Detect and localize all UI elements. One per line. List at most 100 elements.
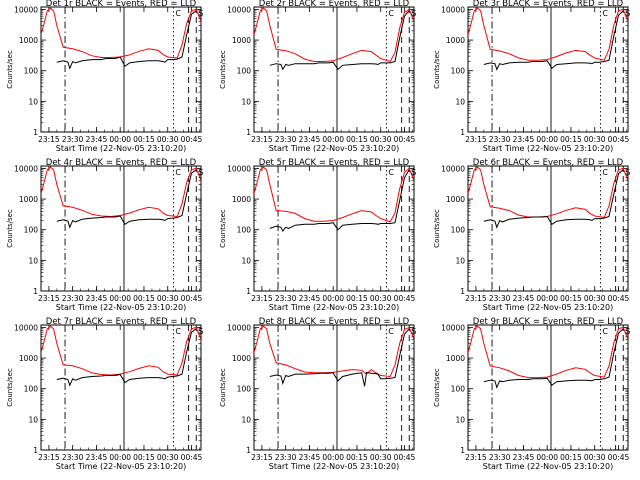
x-tick-label: 00:00 — [322, 294, 344, 303]
x-tick-label: 23:15 — [251, 294, 273, 303]
lld-rate-line — [254, 7, 414, 63]
lld-rate-line — [254, 325, 414, 378]
x-tick-label: 00:15 — [133, 453, 155, 462]
y-tick-label: 10 — [241, 97, 251, 106]
x-tick-label: 00:45 — [608, 135, 630, 144]
x-tick-label: 00:00 — [322, 453, 344, 462]
x-tick-label: 00:00 — [109, 453, 131, 462]
x-tick-label: 23:15 — [38, 294, 60, 303]
x-tick-label: 00:00 — [536, 453, 558, 462]
marker-label: C — [388, 168, 394, 177]
x-tick-label: 00:45 — [181, 135, 203, 144]
y-tick-label: 1 — [33, 446, 38, 455]
marker-label: C — [602, 327, 608, 336]
y-tick-label: 1000 — [232, 354, 251, 363]
y-tick-label: 100 — [237, 67, 252, 76]
x-tick-label: 00:45 — [608, 453, 630, 462]
detector-panel: Det 7r BLACK = Events, RED = LLD 1 10 100 10… — [6, 317, 203, 471]
y-tick-label: 100 — [451, 226, 466, 235]
y-axis-label: Counts/sec — [219, 368, 227, 407]
y-tick-label: 100 — [451, 385, 466, 394]
y-tick-label: 1000 — [232, 195, 251, 204]
marker-label: S — [411, 327, 416, 336]
plot-title: Det 4r BLACK = Events, RED = LLD — [46, 158, 197, 168]
y-tick-label: 1 — [246, 446, 251, 455]
y-tick-label: 10 — [28, 256, 38, 265]
detector-panel: Det 8r BLACK = Events, RED = LLD 1 10 100 10… — [219, 317, 416, 471]
x-axis-label: Start Time (22-Nov-05 23:10:20) — [56, 144, 186, 153]
lld-rate-line — [468, 7, 628, 61]
y-tick-label: 10000 — [441, 164, 465, 173]
x-tick-label: 23:15 — [465, 135, 487, 144]
plot-frame — [253, 6, 415, 133]
y-axis-label: Counts/sec — [433, 50, 441, 89]
y-tick-label: 10000 — [14, 164, 38, 173]
detector-panel: Det 4r BLACK = Events, RED = LLD 1 10 100 10… — [6, 158, 203, 312]
x-tick-label: 23:30 — [489, 453, 511, 462]
plot-frame — [467, 165, 629, 292]
x-tick-label: 00:15 — [346, 453, 368, 462]
x-tick-label: 00:45 — [181, 453, 203, 462]
detector-panel: Det 1r BLACK = Events, RED = LLD 1 10 100 10… — [6, 0, 203, 153]
y-tick-label: 10 — [241, 256, 251, 265]
marker-label: C — [388, 9, 394, 18]
plot-frame — [467, 324, 629, 451]
y-tick-label: 1000 — [19, 195, 38, 204]
plot-title: Det 7r BLACK = Events, RED = LLD — [46, 317, 197, 327]
events-rate-line — [56, 169, 197, 229]
x-tick-label: 00:45 — [394, 453, 416, 462]
y-tick-label: 100 — [237, 226, 252, 235]
x-tick-label: 00:15 — [133, 135, 155, 144]
marker-label: S — [198, 168, 203, 177]
detector-panel: Det 9r BLACK = Events, RED = LLD 1 10 100 10… — [433, 317, 630, 471]
marker-label: S — [411, 168, 416, 177]
x-tick-label: 23:15 — [251, 135, 273, 144]
x-tick-label: 00:45 — [608, 294, 630, 303]
x-tick-label: 00:15 — [560, 294, 582, 303]
y-tick-label: 1 — [246, 128, 251, 137]
x-tick-label: 00:00 — [322, 135, 344, 144]
y-tick-label: 10000 — [441, 5, 465, 14]
y-tick-label: 10 — [455, 415, 465, 424]
y-tick-label: 1000 — [446, 354, 465, 363]
x-axis-label: Start Time (22-Nov-05 23:10:20) — [483, 462, 613, 471]
x-axis-label: Start Time (22-Nov-05 23:10:20) — [483, 303, 613, 312]
y-tick-label: 1 — [460, 287, 465, 296]
y-tick-label: 100 — [24, 67, 39, 76]
x-tick-label: 23:30 — [275, 453, 297, 462]
x-tick-label: 00:30 — [370, 135, 392, 144]
y-tick-label: 10000 — [227, 323, 251, 332]
x-tick-label: 23:45 — [86, 294, 108, 303]
marker-label: C — [175, 9, 181, 18]
x-tick-label: 00:30 — [584, 294, 606, 303]
y-tick-label: 100 — [237, 385, 252, 394]
y-tick-label: 10000 — [227, 164, 251, 173]
plot-title: Det 6r BLACK = Events, RED = LLD — [473, 158, 624, 168]
y-tick-label: 100 — [451, 67, 466, 76]
events-rate-line — [269, 169, 410, 233]
x-tick-label: 00:30 — [157, 294, 179, 303]
plot-frame — [40, 165, 202, 292]
y-axis-label: Counts/sec — [219, 209, 227, 248]
marker-label: S — [625, 327, 630, 336]
plot-frame — [253, 165, 415, 292]
y-tick-label: 1 — [460, 128, 465, 137]
events-rate-line — [483, 169, 624, 229]
marker-label: S — [625, 168, 630, 177]
y-tick-label: 1000 — [19, 354, 38, 363]
y-tick-label: 1 — [33, 128, 38, 137]
y-axis-label: Counts/sec — [6, 50, 14, 89]
marker-label: C — [175, 168, 181, 177]
x-tick-label: 23:45 — [86, 135, 108, 144]
x-tick-label: 00:45 — [394, 294, 416, 303]
x-tick-label: 23:30 — [62, 135, 84, 144]
x-tick-label: 23:30 — [275, 294, 297, 303]
y-tick-label: 100 — [24, 226, 39, 235]
marker-label: S — [198, 9, 203, 18]
x-tick-label: 00:15 — [133, 294, 155, 303]
y-tick-label: 10 — [28, 415, 38, 424]
y-tick-label: 100 — [24, 385, 39, 394]
x-tick-label: 23:45 — [299, 294, 321, 303]
detector-panel: Det 2r BLACK = Events, RED = LLD 1 10 100 10… — [219, 0, 416, 153]
plot-title: Det 1r BLACK = Events, RED = LLD — [46, 0, 197, 9]
